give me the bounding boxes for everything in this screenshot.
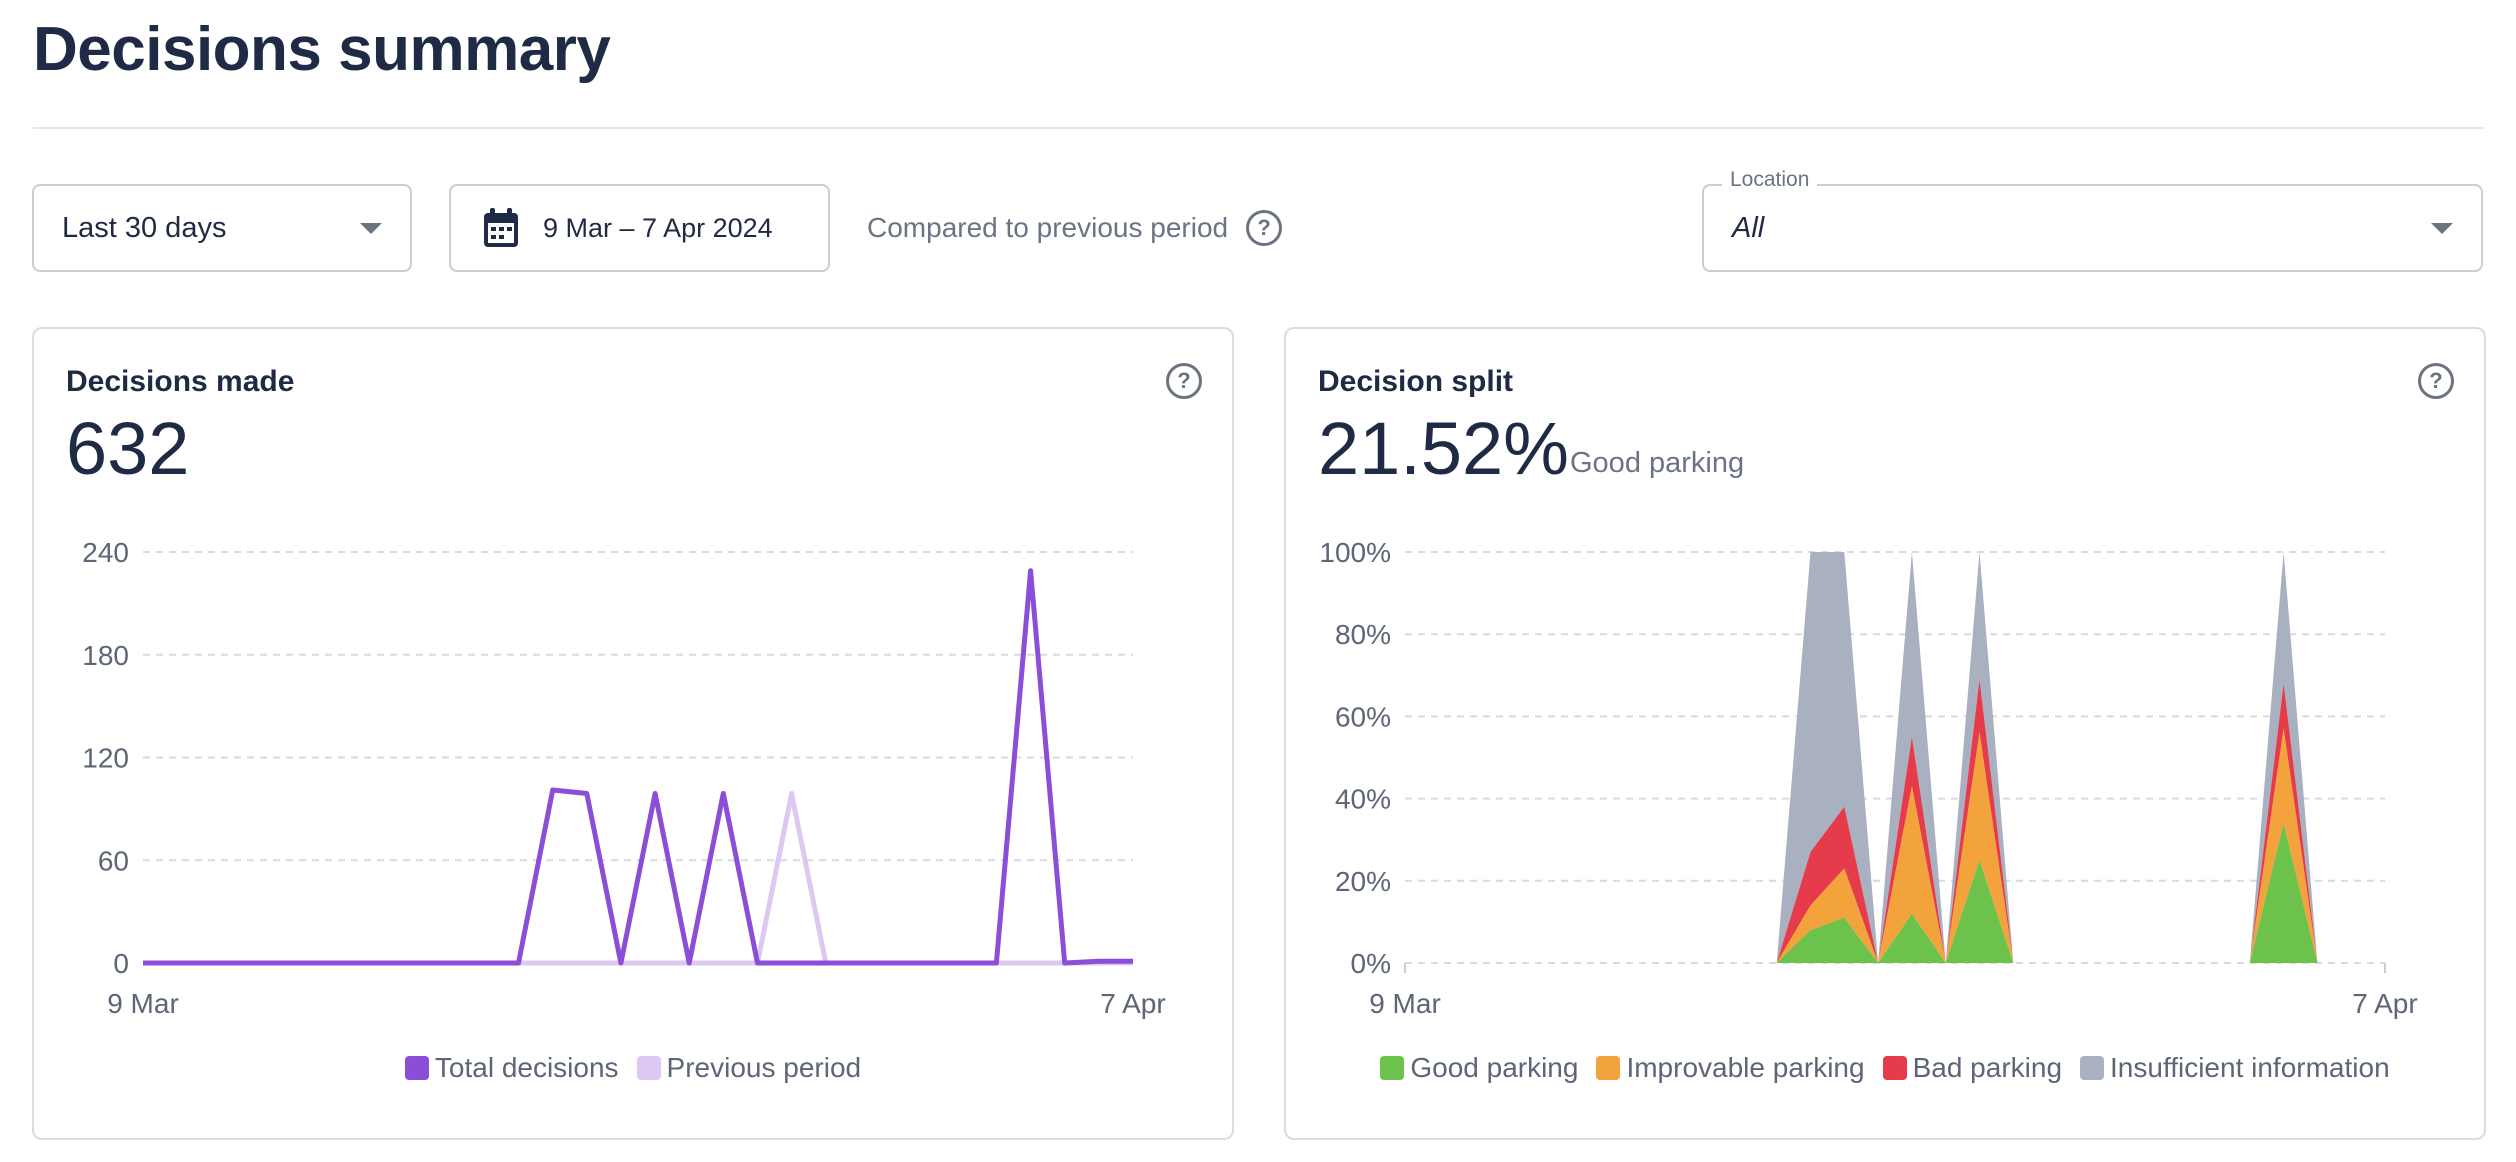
good-parking-label: Good parking — [1570, 447, 1745, 479]
header-divider — [33, 127, 2483, 129]
x-tick-label: 9 Mar — [1369, 988, 1441, 1019]
y-tick-label: 100% — [1319, 537, 1391, 568]
decisions-made-card: Decisions made ? 632 0 60 120 180 240 9 Mar 7 … — [32, 327, 1234, 1140]
question-circle-icon[interactable]: ? — [1246, 210, 1283, 246]
x-tick-label: 7 Apr — [2352, 988, 2417, 1019]
decisions-count: 632 — [66, 407, 190, 490]
legend-swatch — [2080, 1056, 2105, 1080]
y-tick-label: 80% — [1335, 619, 1391, 650]
chevron-down-icon — [360, 222, 382, 234]
chart-legend: Total decisions Previous period — [34, 1052, 1232, 1084]
legend-label: Previous period — [666, 1052, 862, 1083]
legend-item-total[interactable]: Total decisions — [404, 1052, 619, 1084]
date-range-value: Last 30 days — [62, 211, 227, 244]
x-tick-label: 9 Mar — [107, 988, 179, 1019]
legend-item-bad[interactable]: Bad parking — [1882, 1052, 2063, 1084]
decision-split-area-chart: 0% 20% 40% 60% 80% 100% 9 Mar 7 Apr — [1319, 537, 2417, 1019]
compare-note: Compared to previous period ? — [867, 210, 1283, 246]
legend-item-good[interactable]: Good parking — [1380, 1052, 1578, 1084]
y-tick-label: 0% — [1351, 948, 1391, 979]
decisions-line-chart: 0 60 120 180 240 9 Mar 7 Apr — [82, 537, 1165, 1019]
legend-item-insufficient[interactable]: Insufficient information — [2080, 1052, 2390, 1084]
location-value: All — [1732, 211, 1765, 244]
y-tick-label: 180 — [82, 640, 129, 671]
legend-swatch — [404, 1056, 429, 1080]
y-tick-label: 0 — [113, 948, 129, 979]
date-range-select[interactable]: Last 30 days — [32, 184, 412, 272]
series-line-total — [143, 568, 1133, 966]
y-tick-label: 40% — [1335, 784, 1391, 815]
legend-swatch — [1380, 1056, 1405, 1080]
location-select[interactable]: All — [1702, 184, 2483, 272]
x-tick-label: 7 Apr — [1100, 988, 1165, 1019]
card-title: Decisions made — [66, 365, 295, 398]
legend-swatch — [636, 1056, 661, 1080]
page-title: Decisions summary — [33, 15, 611, 84]
legend-item-previous[interactable]: Previous period — [636, 1052, 862, 1084]
question-circle-icon[interactable]: ? — [1166, 363, 1202, 399]
y-tick-label: 240 — [82, 537, 129, 568]
card-title: Decision split — [1318, 365, 1514, 398]
legend-swatch — [1596, 1056, 1621, 1080]
y-tick-label: 20% — [1335, 866, 1391, 897]
date-picker[interactable]: 9 Mar – 7 Apr 2024 — [449, 184, 830, 272]
area-improvable-parking — [1405, 728, 2385, 963]
legend-label: Insufficient information — [2110, 1052, 2390, 1083]
y-tick-label: 60% — [1335, 701, 1391, 732]
area-good-parking — [1405, 823, 2385, 963]
y-tick-label: 60 — [98, 845, 129, 876]
legend-item-improvable[interactable]: Improvable parking — [1596, 1052, 1865, 1084]
legend-label: Total decisions — [434, 1052, 619, 1083]
chart-legend: Good parking Improvable parking Bad park… — [1286, 1052, 2484, 1084]
good-parking-percent: 21.52% — [1318, 407, 1569, 490]
legend-label: Bad parking — [1912, 1052, 2063, 1083]
y-tick-label: 120 — [82, 743, 129, 774]
area-insufficient-information — [1405, 552, 2385, 963]
compare-text: Compared to previous period — [867, 212, 1229, 243]
chevron-down-icon — [2431, 222, 2453, 234]
legend-label: Improvable parking — [1626, 1052, 1865, 1083]
location-label: Location — [1722, 168, 1818, 192]
date-range-text: 9 Mar – 7 Apr 2024 — [543, 212, 773, 243]
legend-swatch — [1882, 1056, 1907, 1080]
legend-label: Good parking — [1410, 1052, 1579, 1083]
question-circle-icon[interactable]: ? — [2418, 363, 2454, 399]
calendar-icon — [484, 208, 518, 247]
decision-split-card: Decision split ? 21.52% Good parking 0% 2… — [1284, 327, 2486, 1140]
